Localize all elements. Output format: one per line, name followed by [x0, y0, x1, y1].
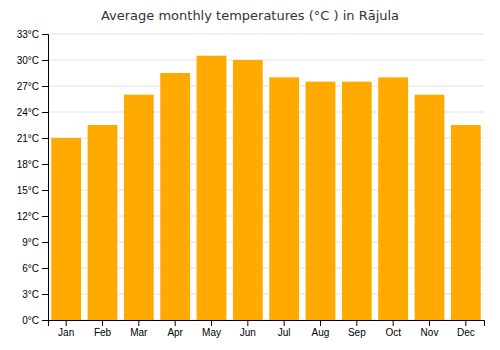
- x-tick-mark: [320, 320, 321, 326]
- title: Average monthly temperatures (°C ) in Rā…: [101, 8, 399, 23]
- y-tick-label: 15°C: [17, 185, 39, 196]
- x-tick: Sep: [348, 320, 366, 338]
- bars: [51, 56, 480, 320]
- y-tick-mark: [42, 216, 48, 217]
- x-tick-mark: [429, 320, 430, 326]
- grid-line: [48, 60, 484, 61]
- y-tick: 15°C: [17, 185, 48, 196]
- y-tick-mark: [42, 320, 48, 321]
- x-tick: Aug: [312, 320, 330, 338]
- y-tick-label: 6°C: [22, 263, 39, 274]
- y-tick-label: 9°C: [22, 237, 39, 248]
- grid: [48, 34, 484, 320]
- y-tick-mark: [42, 112, 48, 113]
- x-tick-mark: [393, 320, 394, 326]
- x-tick: May: [202, 320, 221, 338]
- x-tick: Dec: [457, 320, 475, 338]
- bar: [451, 125, 481, 320]
- bar: [160, 73, 190, 320]
- y-tick: 33°C: [17, 29, 48, 40]
- grid-line: [48, 86, 484, 87]
- y-axis: 0°C 3°C 6°C 9°C 12°C 15°C 18°C 21°C 24°C 27°C 30°C…: [17, 29, 49, 326]
- x-tick: Jul: [278, 320, 291, 338]
- bar: [51, 138, 81, 320]
- y-tick-mark: [42, 60, 48, 61]
- axis-line: [42, 35, 49, 321]
- y-tick: 24°C: [17, 107, 48, 118]
- x-tick-label: Dec: [457, 327, 475, 338]
- y-tick: 3°C: [22, 289, 48, 300]
- x-tick-mark: [356, 320, 357, 326]
- x-tick-label: Mar: [130, 327, 148, 338]
- bar: [306, 82, 336, 320]
- y-tick: 27°C: [17, 81, 48, 92]
- y-tick: 21°C: [17, 133, 48, 144]
- y-tick-label: 24°C: [17, 107, 39, 118]
- y-tick-label: 3°C: [22, 289, 39, 300]
- x-tick-mark: [66, 320, 67, 326]
- y-tick-label: 12°C: [17, 211, 39, 222]
- y-tick: 0°C: [22, 315, 48, 326]
- bar: [124, 95, 154, 320]
- x-tick-label: Nov: [421, 327, 439, 338]
- y-tick-label: 27°C: [17, 81, 39, 92]
- x-tick-mark: [284, 320, 285, 326]
- x-tick-label: Sep: [348, 327, 366, 338]
- x-tick-mark: [102, 320, 103, 326]
- y-tick-label: 21°C: [17, 133, 39, 144]
- plot: 0°C 3°C 6°C 9°C 12°C 15°C 18°C 21°C 24°C 27°C 30°C…: [17, 29, 485, 338]
- x-tick-label: Jun: [240, 327, 256, 338]
- y-tick-label: 18°C: [17, 159, 39, 170]
- x-tick-mark: [211, 320, 212, 326]
- y-tick: 12°C: [17, 211, 48, 222]
- x-tick: Apr: [167, 320, 183, 338]
- grid-line: [48, 34, 484, 35]
- x-tick: Nov: [421, 320, 439, 338]
- y-tick-mark: [42, 190, 48, 191]
- bar: [342, 82, 372, 320]
- y-tick-mark: [42, 86, 48, 87]
- bar: [197, 56, 227, 320]
- x-tick-label: Jan: [58, 327, 74, 338]
- bar: [378, 77, 408, 320]
- x-tick-label: Jul: [278, 327, 291, 338]
- y-tick-label: 0°C: [22, 315, 39, 326]
- y-tick: 9°C: [22, 237, 48, 248]
- x-tick: Mar: [130, 320, 148, 338]
- x-tick-mark: [465, 320, 466, 326]
- x-tick-label: Apr: [167, 327, 183, 338]
- x-axis: Jan Feb Mar Apr May Jun Jul Aug Sep Oct Nov Dec: [49, 320, 485, 338]
- y-tick-mark: [42, 242, 48, 243]
- x-tick: Feb: [94, 320, 112, 338]
- bar: [233, 60, 263, 320]
- y-tick: 18°C: [17, 159, 48, 170]
- y-tick-mark: [42, 294, 48, 295]
- y-tick-mark: [42, 138, 48, 139]
- chart: 0°C 3°C 6°C 9°C 12°C 15°C 18°C 21°C 24°C 27°C 30°C…: [0, 0, 500, 350]
- y-tick: 30°C: [17, 55, 48, 66]
- y-tick-mark: [42, 34, 48, 35]
- y-tick-label: 33°C: [17, 29, 39, 40]
- bar: [269, 77, 299, 320]
- y-tick-label: 30°C: [17, 55, 39, 66]
- x-tick-mark: [138, 320, 139, 326]
- x-tick-label: Feb: [94, 327, 112, 338]
- x-tick: Jan: [58, 320, 74, 338]
- x-tick-label: Aug: [312, 327, 330, 338]
- x-tick: Jun: [240, 320, 256, 338]
- y-tick-mark: [42, 268, 48, 269]
- bar: [88, 125, 118, 320]
- x-tick-label: Oct: [385, 327, 401, 338]
- x-tick-label: May: [202, 327, 221, 338]
- axis-line: [49, 321, 485, 327]
- bar: [415, 95, 445, 320]
- x-tick-mark: [247, 320, 248, 326]
- x-tick: Oct: [385, 320, 401, 338]
- x-tick-mark: [175, 320, 176, 326]
- y-tick-mark: [42, 164, 48, 165]
- y-tick: 6°C: [22, 263, 48, 274]
